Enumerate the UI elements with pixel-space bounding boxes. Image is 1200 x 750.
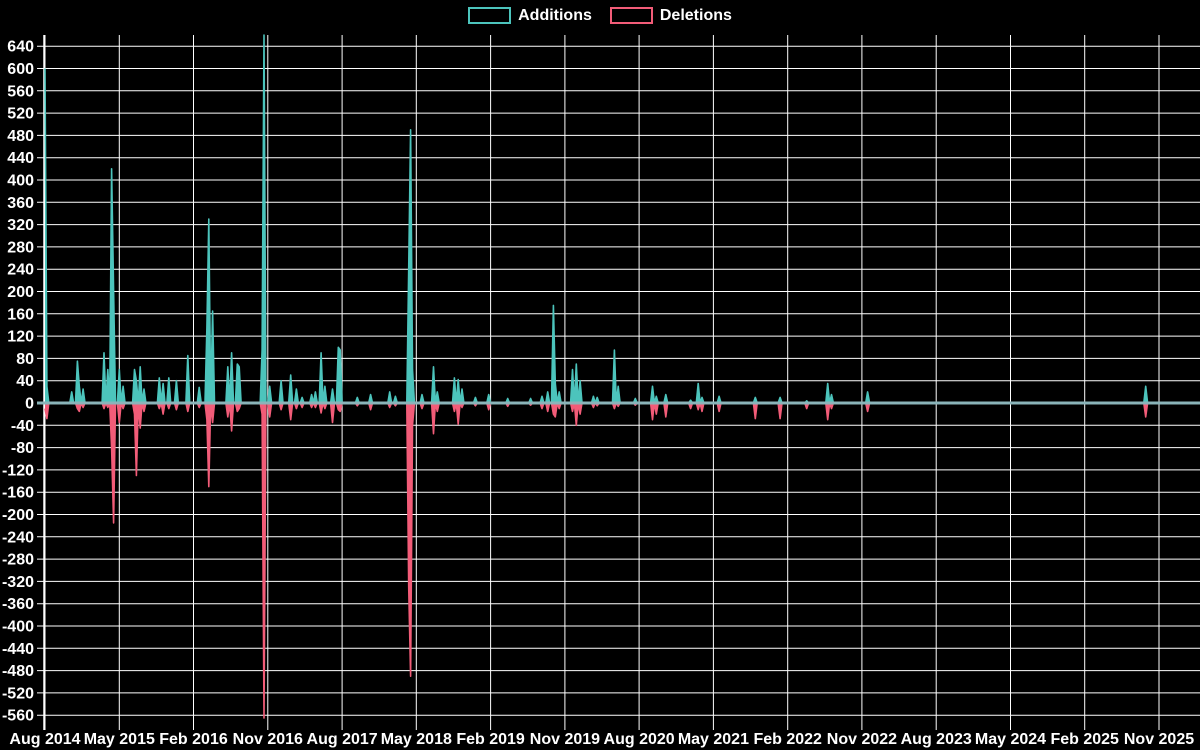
x-tick-label: Feb 2016 (159, 731, 228, 748)
y-tick-label: -320 (2, 574, 34, 591)
y-tick-label: -480 (2, 663, 34, 680)
additions-series-line (44, 34, 1159, 404)
y-tick-label: 0 (25, 396, 34, 413)
x-tick-label: Nov 2019 (530, 731, 600, 748)
y-tick-label: 480 (7, 128, 34, 145)
x-tick-label: May 2024 (975, 731, 1046, 748)
legend-label-additions: Additions (518, 7, 592, 24)
x-tick-label: Nov 2025 (1124, 731, 1194, 748)
x-tick-label: Feb 2025 (1050, 731, 1119, 748)
x-tick-label: Aug 2023 (901, 731, 972, 748)
x-tick-label: Aug 2014 (9, 731, 80, 748)
y-tick-label: 400 (7, 173, 34, 190)
y-tick-label: 80 (16, 351, 34, 368)
y-tick-label: 560 (7, 83, 34, 100)
y-axis-labels: 6406005605204804404003603202802402001601… (2, 39, 34, 725)
y-tick-label: -520 (2, 685, 34, 702)
y-tick-label: 360 (7, 195, 34, 212)
y-tick-label: -560 (2, 708, 34, 725)
x-tick-label: Nov 2022 (827, 731, 897, 748)
legend-item-additions[interactable]: Additions (468, 7, 592, 24)
y-tick-label: -400 (2, 619, 34, 636)
y-tick-label: 600 (7, 61, 34, 78)
x-tick-label: May 2018 (381, 731, 452, 748)
y-tick-label: -240 (2, 529, 34, 546)
y-tick-label: -160 (2, 485, 34, 502)
x-axis-labels: Aug 2014 May 2015 Feb 2016 Nov 2016 Aug 2017… (9, 731, 1194, 748)
x-tick-label: Nov 2016 (233, 731, 303, 748)
additions-swatch-icon (468, 7, 512, 24)
y-tick-label: 200 (7, 284, 34, 301)
y-tick-label: 440 (7, 150, 34, 167)
x-tick-label: Feb 2022 (753, 731, 822, 748)
y-tick-label: -200 (2, 507, 34, 524)
x-tick-label: Aug 2017 (307, 731, 378, 748)
y-tick-label: 120 (7, 329, 34, 346)
gridlines (37, 35, 1200, 730)
y-tick-label: 40 (16, 373, 34, 390)
y-tick-label: 240 (7, 262, 34, 279)
x-tick-label: May 2021 (678, 731, 749, 748)
y-tick-label: 520 (7, 106, 34, 123)
x-tick-label: Aug 2020 (604, 731, 675, 748)
legend-item-deletions[interactable]: Deletions (609, 7, 732, 24)
deletions-swatch-icon (609, 7, 653, 24)
y-tick-label: -360 (2, 596, 34, 613)
x-tick-label: Feb 2019 (456, 731, 525, 748)
y-tick-label: 320 (7, 217, 34, 234)
y-tick-label: -80 (11, 440, 34, 457)
chart-legend: Additions Deletions (0, 7, 1200, 24)
y-tick-label: -120 (2, 462, 34, 479)
y-tick-label: 160 (7, 306, 34, 323)
y-tick-label: -280 (2, 552, 34, 569)
y-tick-label: 280 (7, 239, 34, 256)
y-tick-label: -440 (2, 641, 34, 658)
y-tick-label: -40 (11, 418, 34, 435)
y-tick-label: 640 (7, 39, 34, 56)
x-tick-label: May 2015 (84, 731, 155, 748)
legend-label-deletions: Deletions (659, 7, 732, 24)
